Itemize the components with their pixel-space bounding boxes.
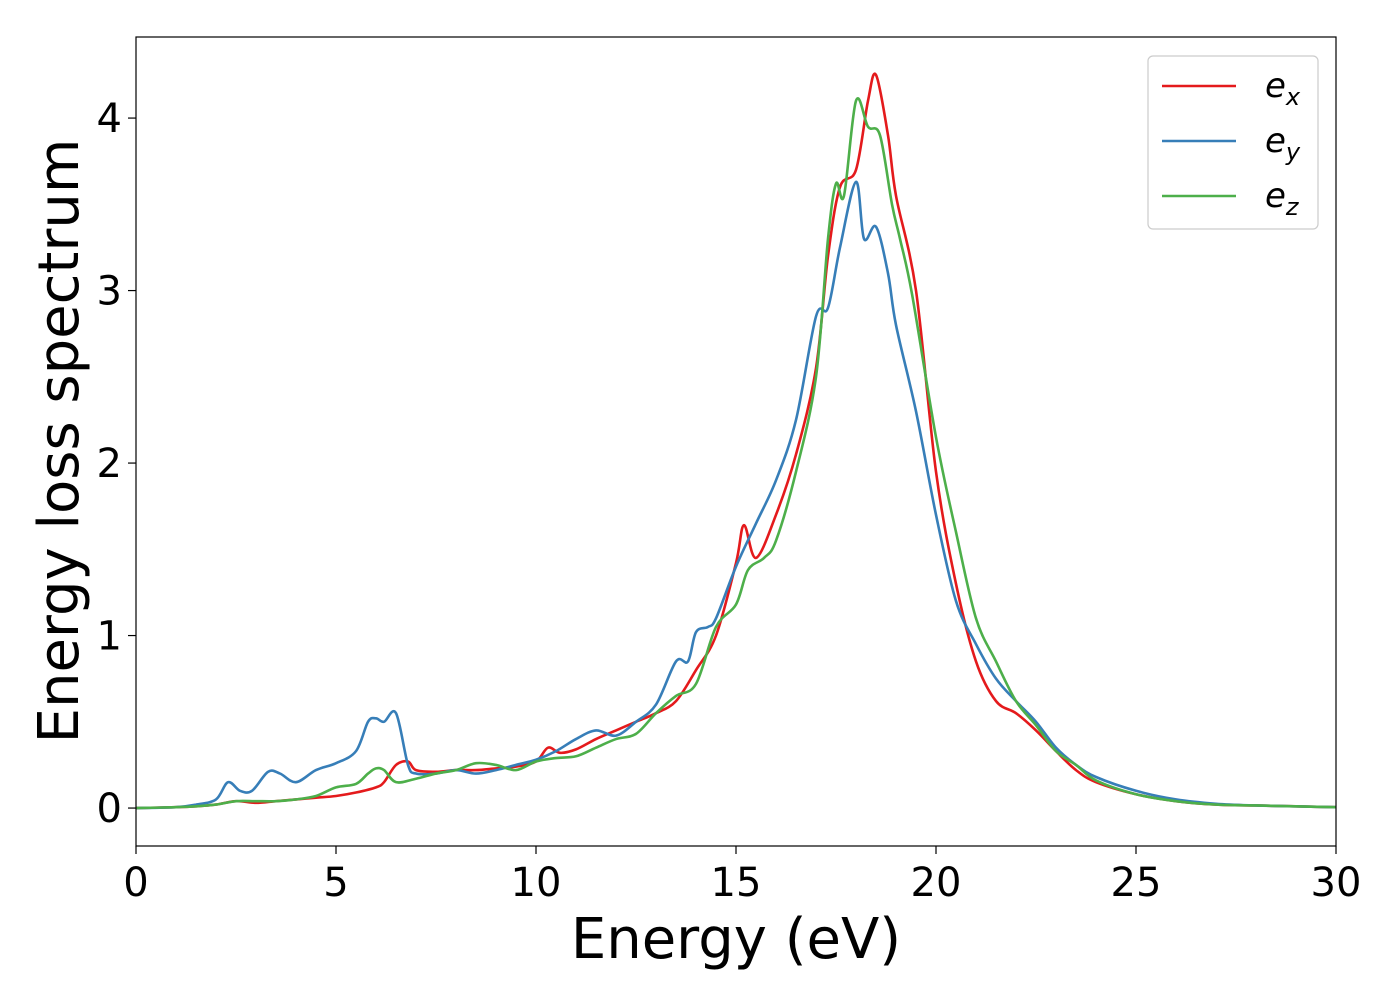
series-line-y <box>135 180 1337 810</box>
legend: ex ey ez <box>1147 55 1319 230</box>
x-axis-title: Energy (eV) <box>571 907 901 972</box>
series-line-x <box>135 72 1337 810</box>
series-line-z <box>135 97 1337 810</box>
y-tick-label: 1 <box>97 614 122 660</box>
x-tick-label: 5 <box>323 860 348 906</box>
series-layer <box>135 72 1337 810</box>
y-axis-title: Energy loss spectrum <box>27 139 92 744</box>
x-tick-label: 0 <box>123 860 148 906</box>
y-tick-label: 3 <box>97 269 122 315</box>
y-tick-label: 2 <box>97 441 122 487</box>
legend-label-x: ex <box>1265 66 1301 111</box>
y-axis: 0 1 2 3 4 <box>97 96 136 832</box>
x-tick-label: 20 <box>911 860 962 906</box>
y-tick-label: 0 <box>97 786 122 832</box>
x-tick-label: 15 <box>711 860 762 906</box>
x-axis: 0 5 10 15 20 25 30 <box>123 846 1361 906</box>
x-tick-label: 10 <box>511 860 562 906</box>
legend-label-y: ey <box>1265 121 1301 166</box>
legend-box <box>1147 55 1319 230</box>
x-tick-label: 25 <box>1111 860 1162 906</box>
y-tick-label: 4 <box>97 96 122 142</box>
x-tick-label: 30 <box>1311 860 1362 906</box>
legend-label-z: ez <box>1265 176 1300 221</box>
